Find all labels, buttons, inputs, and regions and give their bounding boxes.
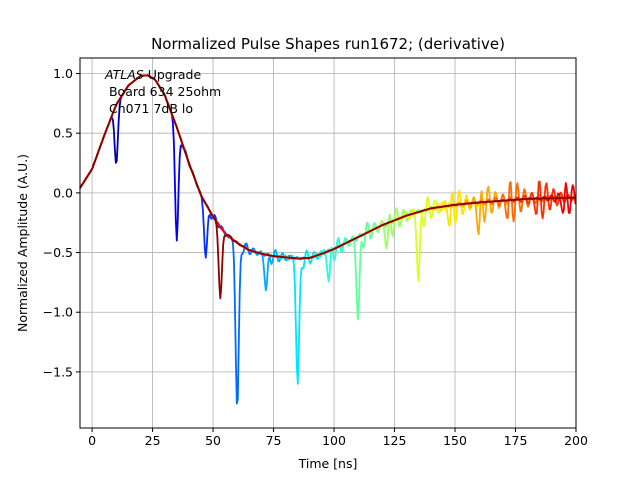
x-tick-label: 75 — [266, 433, 282, 448]
annotation-line-1: ATLAS Upgrade — [104, 67, 201, 82]
axis-ticks: 0 25 50 75 100 125 150 175 200 −1.5 −1.0 −0.5 0.0 0.5… — [43, 66, 588, 448]
x-tick-label: 200 — [564, 433, 588, 448]
annotation-atlas: ATLAS — [104, 67, 144, 82]
x-tick-label: 0 — [88, 433, 96, 448]
y-tick-label: 0.5 — [53, 126, 73, 141]
annotation-line-3: Ch071 7dB lo — [105, 101, 193, 116]
chart-title: Normalized Pulse Shapes run1672; (deriva… — [151, 35, 505, 53]
annotation-upgrade: Upgrade — [144, 67, 202, 82]
atlas-annotation: ATLAS Upgrade Board 634 25ohm Ch071 7dB … — [104, 67, 221, 116]
series-layer — [79, 74, 577, 405]
y-tick-label: −0.5 — [43, 245, 73, 260]
series-line-pulse-06 — [79, 74, 576, 385]
y-tick-label: −1.0 — [43, 305, 73, 320]
y-axis-label: Normalized Amplitude (A.U.) — [15, 154, 30, 332]
x-tick-label: 50 — [205, 433, 221, 448]
x-tick-label: 175 — [504, 433, 528, 448]
x-axis-label: Time [ns] — [298, 456, 358, 471]
plot-frame — [79, 57, 577, 429]
x-tick-label: 25 — [145, 433, 161, 448]
x-tick-label: 100 — [322, 433, 346, 448]
series-line-pulse-16 — [79, 74, 576, 300]
annotation-line-2: Board 634 25ohm — [105, 84, 221, 99]
grid-lines — [80, 58, 577, 428]
y-tick-label: 1.0 — [53, 66, 73, 81]
x-tick-label: 150 — [443, 433, 467, 448]
x-tick-label: 125 — [383, 433, 407, 448]
series-line-pulse-04 — [79, 74, 576, 405]
y-tick-label: 0.0 — [53, 185, 73, 200]
y-tick-label: −1.5 — [43, 364, 73, 379]
